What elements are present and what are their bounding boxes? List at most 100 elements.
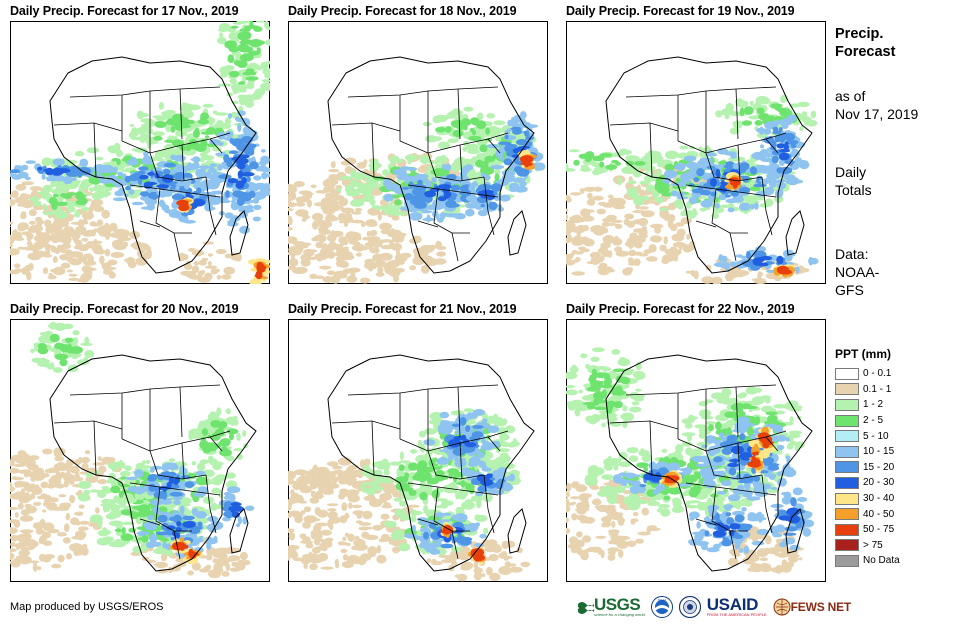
precip-extreme [522,149,530,155]
precip-moderate [173,500,181,505]
precip-trace [41,531,51,539]
precip-light [72,330,80,336]
precip-light [434,505,444,509]
precip-light [261,79,270,83]
precip-trace [32,522,45,530]
precip-trace [320,566,334,570]
precip-trace [632,219,646,225]
precip-light [153,135,163,141]
precip-trace [197,277,211,283]
precip-trace [774,277,782,282]
precip-trace [350,272,356,278]
precip-extreme [179,537,185,543]
precip-light [467,149,481,154]
precip-trace [71,478,81,482]
precip-heavy [189,195,194,199]
precip-moderate [187,177,192,185]
precip-light [209,411,218,420]
precip-moderate [149,533,158,543]
country-border [487,138,501,154]
precip-light [110,485,121,494]
precip-moderate [755,246,766,253]
precip-trace [639,234,648,239]
precip-light [495,136,502,142]
precip-trace [28,540,39,548]
precip-trace [16,534,27,542]
precip-trace [10,527,18,535]
precip-trace [109,232,124,238]
precip-trace [62,467,68,471]
precip-trace [48,497,59,503]
precip-trace [291,267,306,274]
precip-trace [288,503,292,512]
precip-light [398,460,411,464]
precip-heavy [238,154,250,159]
precip-trace [28,209,37,217]
precip-light [70,352,79,360]
precip-light [580,164,589,170]
precip-heavy [237,162,246,170]
precip-trace [91,240,103,244]
precip-light [224,65,235,71]
precip-light [493,120,506,126]
country-border [761,176,773,236]
precip-trace [10,225,11,228]
precip-light [120,476,127,480]
precip-heavy [37,166,43,171]
precip-trace [351,211,362,215]
country-border [649,122,653,178]
precip-trace [388,267,401,277]
precip-moderate [193,492,206,497]
precip-light [67,205,76,213]
precip-trace [69,480,75,485]
precip-moderate [234,116,240,121]
precip-trace [302,190,313,200]
precip-light [81,207,90,211]
precip-moderate [237,110,246,116]
precip-light [245,76,259,81]
precip-trace [455,552,467,559]
precip-light [132,505,145,510]
precip-light [211,476,223,486]
precip-trace [10,244,13,248]
precip-trace [566,208,569,212]
precip-trace [314,522,329,527]
precip-moderate [157,514,168,523]
precip-light [373,469,383,476]
precip-light [55,201,68,206]
precip-trace [310,529,322,538]
precip-moderate [772,177,777,185]
precip-moderate [67,177,77,181]
precip-trace [608,197,621,205]
precip-moderate [217,164,223,171]
precip-trace [62,229,69,234]
precip-trace [351,545,359,551]
precip-light [469,127,475,133]
precip-trace [38,553,46,562]
precip-trace [347,533,355,542]
precip-moderate [152,486,160,492]
precip-light [625,164,639,173]
precip-trace [324,537,334,542]
precip-light [380,206,388,212]
precip-moderate [693,177,700,183]
precip-trace [359,246,369,251]
precip-trace [17,481,27,487]
precip-trace [191,265,200,273]
precip-trace [340,548,348,554]
precip-moderate [248,184,259,192]
precip-trace [705,264,712,271]
precip-moderate [680,173,688,181]
precip-trace [520,561,531,568]
precip-light [202,496,215,504]
precip-trace [390,243,403,251]
precip-light [199,459,211,464]
precip-trace [23,470,29,478]
precip-moderate [237,516,242,525]
precip-light [93,193,105,199]
precip-trace [188,247,196,253]
precip-moderate [163,162,176,168]
precip-moderate [187,162,192,172]
precip-trace [207,261,212,266]
precip-trace [566,213,569,221]
